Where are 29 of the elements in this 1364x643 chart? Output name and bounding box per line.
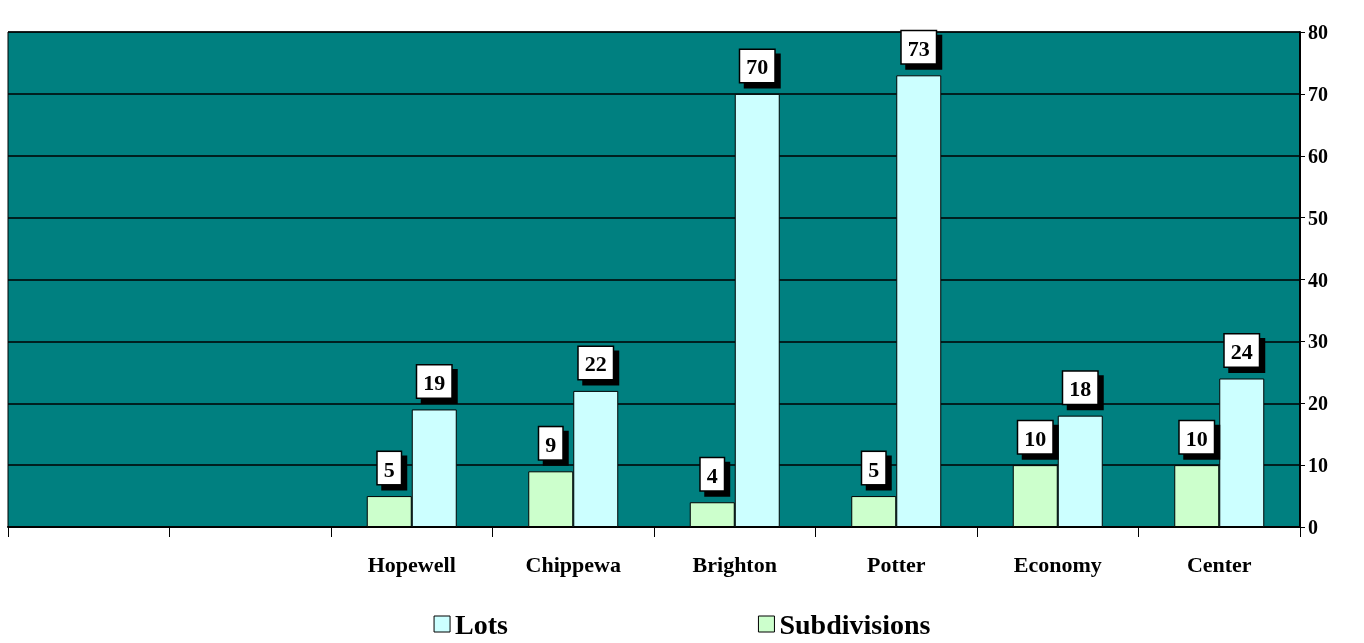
data-label: 24 — [1230, 339, 1253, 364]
data-label: 5 — [383, 456, 395, 482]
y-tick-label: 0 — [1308, 516, 1318, 538]
y-tick-label: 70 — [1308, 82, 1328, 105]
data-label: 10 — [1185, 425, 1208, 451]
x-tick-label: Center — [1186, 551, 1252, 577]
y-tick-label: 80 — [1308, 21, 1328, 43]
x-tick-label: Potter — [866, 551, 926, 577]
y-tick-label: 60 — [1308, 144, 1328, 167]
data-label: 10 — [1024, 425, 1047, 451]
legend-label: Subdivisions — [779, 608, 931, 640]
data-label: 22 — [584, 351, 607, 377]
x-tick-label: Brighton — [692, 551, 777, 577]
data-label: 9 — [545, 431, 557, 457]
x-tick-label: Chippewa — [525, 551, 621, 577]
legend-label: Lots — [455, 608, 509, 640]
y-tick-label: 10 — [1308, 454, 1328, 477]
x-tick-label: Economy — [1013, 551, 1102, 577]
data-label: 18 — [1069, 376, 1092, 402]
data-label: 4 — [706, 462, 718, 488]
x-tick-label: Hopewell — [367, 551, 456, 577]
y-tick-label: 20 — [1308, 392, 1328, 415]
y-tick-label: 30 — [1308, 330, 1328, 353]
data-label: 73 — [907, 35, 930, 61]
data-label: 19 — [423, 369, 446, 395]
y-tick-label: 40 — [1308, 268, 1328, 291]
data-label: 5 — [868, 456, 880, 482]
y-tick-label: 50 — [1308, 206, 1328, 229]
data-label: 70 — [746, 54, 769, 80]
